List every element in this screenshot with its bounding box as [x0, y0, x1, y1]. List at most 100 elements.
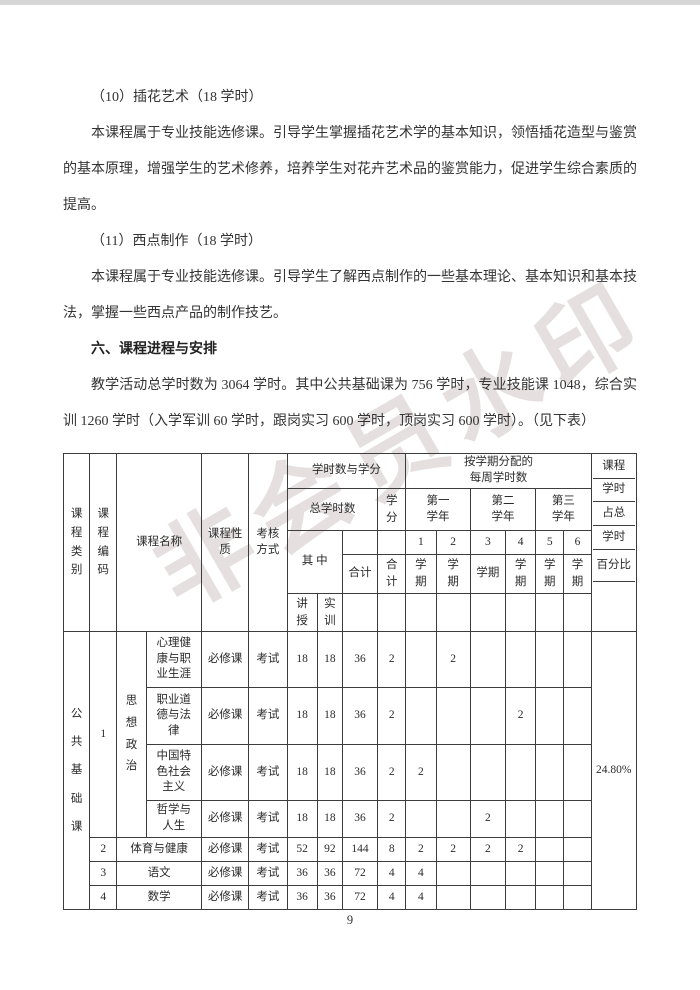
empty-cell: [535, 593, 565, 632]
cell-credit: 4: [377, 861, 407, 886]
header-sem2: 2: [435, 530, 471, 555]
section-intro: 教学活动总学时数为 3064 学时。其中公共基础课为 756 学时，专业技能课 …: [63, 378, 637, 429]
header-row-3: 其 中 1 2 3 4 5 6: [64, 530, 637, 594]
header-row-2: 总学时数 学分 第一学年 第二学年 第三学年: [64, 488, 637, 531]
cell-assessment: 考试: [248, 885, 288, 910]
cell-assessment: 考试: [248, 631, 288, 688]
cell-sem5: [535, 631, 565, 688]
cell-sem1: 2: [405, 744, 437, 801]
cell-course-name: 语文: [116, 861, 202, 886]
cell-assessment: 考试: [248, 861, 288, 886]
cell-practice-hours: 36: [316, 861, 343, 886]
header-lecture: 讲授: [286, 593, 318, 632]
cell-sem6: [563, 885, 592, 910]
cell-sem6: [563, 861, 592, 886]
cell-sem6: [563, 744, 592, 801]
page-number: 9: [346, 913, 354, 927]
cell-sem2: 2: [435, 631, 471, 688]
cell-sem2: [435, 885, 471, 910]
cell-course-group: 思想政治: [116, 631, 147, 838]
empty-cell: [504, 593, 537, 632]
cell-sem1: [405, 800, 437, 838]
cell-sem2: [435, 744, 471, 801]
cell-sem3: 2: [469, 800, 507, 838]
cell-lecture-hours: 18: [286, 800, 318, 838]
cell-assessment: 考试: [248, 837, 288, 862]
cell-sem4: [504, 800, 537, 838]
header-percent-column: 课程 学时 占总 学时 百分比: [590, 453, 638, 632]
header-course-nature: 课程性质: [200, 453, 250, 632]
cell-percent: 24.80%: [590, 631, 638, 910]
cell-lecture-hours: 52: [286, 837, 318, 862]
cell-sem3: [469, 631, 507, 688]
cell-credit: 2: [377, 800, 407, 838]
header-credit: 学分: [377, 488, 407, 531]
cell-assessment: 考试: [248, 687, 288, 745]
cell-sem5: [535, 687, 565, 745]
header-hours-credits-group: 学时数与学分: [286, 453, 407, 489]
header-sem4: 4: [504, 530, 537, 555]
cell-code: 2: [89, 837, 118, 862]
cell-practice-hours: 18: [316, 800, 343, 838]
cell-sem6: [563, 800, 592, 838]
cell-course-name: 体育与健康: [116, 837, 202, 862]
cell-assessment: 考试: [248, 744, 288, 801]
empty-cell: [469, 593, 507, 632]
cell-nature: 必修课: [200, 687, 250, 745]
cell-credit: 8: [377, 837, 407, 862]
header-year1: 第一学年: [405, 488, 471, 531]
header-sem1: 1: [405, 530, 437, 555]
empty-cell: [341, 530, 379, 555]
cell-code: 3: [89, 861, 118, 886]
cell-sem1: [405, 631, 437, 688]
cell-total-hours: 36: [341, 631, 379, 688]
cell-sem2: 2: [435, 837, 471, 862]
cell-course-name: 心理健康与职业生涯: [145, 631, 202, 688]
cell-sem3: [469, 744, 507, 801]
cell-total-hours: 36: [341, 687, 379, 745]
cell-sem2: [435, 861, 471, 886]
header-row-4: 合计 合计 学期 学期 学期 学期 学期 学期: [64, 554, 637, 594]
item10-title: （10）插花艺术（18 学时）: [91, 90, 263, 105]
cell-practice-hours: 36: [316, 885, 343, 910]
cell-sem4: [504, 885, 537, 910]
cell-total-hours: 144: [341, 837, 379, 862]
table-row: 4 数学 必修课 考试 36 36 72 4 4: [64, 885, 637, 910]
cell-course-name: 职业道德与法律: [145, 687, 202, 745]
percent-header-filler: [593, 582, 635, 630]
cell-lecture-hours: 36: [286, 885, 318, 910]
cell-course-name: 数学: [116, 885, 202, 910]
header-semester-label: 学期: [563, 554, 592, 594]
cell-sem5: [535, 861, 565, 886]
cell-sem4: [504, 861, 537, 886]
table-row: 中国特色社会主义 必修课 考试 18 18 36 2 2: [64, 744, 637, 801]
cell-sem3: [469, 885, 507, 910]
item11-body: 本课程属于专业技能选修课。引导学生了解西点制作的一些基本理论、基本知识和基本技法…: [63, 270, 637, 321]
cell-sem4: 2: [504, 687, 537, 745]
percent-header-stack: 课程 学时 占总 学时 百分比: [592, 455, 635, 630]
cell-total-hours: 72: [341, 885, 379, 910]
cell-sem1: 4: [405, 885, 437, 910]
cell-sem2: [435, 800, 471, 838]
cell-nature: 必修课: [200, 744, 250, 801]
empty-cell: [377, 530, 407, 555]
cell-sem6: [563, 631, 592, 688]
cell-total-hours: 72: [341, 861, 379, 886]
cell-sem6: [563, 837, 592, 862]
header-course-code: 课程编码: [89, 453, 118, 632]
cell-credit: 2: [377, 744, 407, 801]
cell-sem4: 2: [504, 837, 537, 862]
cell-sem5: [535, 800, 565, 838]
cell-lecture-hours: 18: [286, 631, 318, 688]
cell-sem4: [504, 631, 537, 688]
section-heading: 六、课程进程与安排: [91, 342, 217, 357]
cell-sem3: [469, 861, 507, 886]
header-course-category: 课程类别: [62, 453, 91, 632]
header-total-hours: 总学时数: [286, 488, 379, 531]
item11-title: （11）西点制作（18 学时）: [91, 234, 262, 249]
cell-course-name: 中国特色社会主义: [145, 744, 202, 801]
table-row: 3 语文 必修课 考试 36 36 72 4 4: [64, 861, 637, 886]
cell-practice-hours: 92: [316, 837, 343, 862]
cell-sem5: [535, 837, 565, 862]
header-semester-label: 学期: [469, 554, 507, 594]
